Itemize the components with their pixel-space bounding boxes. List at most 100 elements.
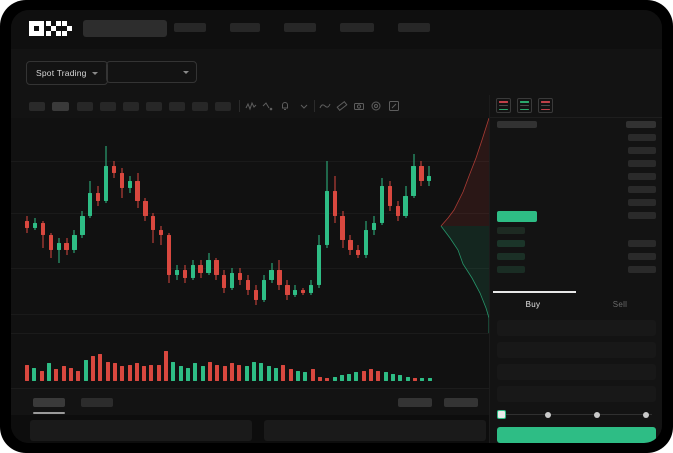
- orderbook-ask-row[interactable]: [490, 131, 662, 144]
- interval-button-5[interactable]: [123, 102, 139, 111]
- toolbar-divider: [314, 100, 315, 112]
- nav-item-2[interactable]: [230, 23, 260, 32]
- nav-item-1[interactable]: [174, 23, 206, 32]
- chevron-down-icon[interactable]: [298, 100, 310, 112]
- interval-button-4[interactable]: [100, 102, 116, 111]
- orderbook-ask-row[interactable]: [490, 196, 662, 209]
- orderbook-bid-row[interactable]: [490, 224, 662, 237]
- volume-bar: [193, 363, 198, 381]
- orderbook-rows: [490, 118, 662, 276]
- volume-bar: [178, 366, 183, 381]
- amount-field[interactable]: [497, 364, 656, 380]
- interval-button-1[interactable]: [29, 102, 45, 111]
- settings-icon[interactable]: [370, 100, 382, 112]
- alert-icon[interactable]: [279, 100, 291, 112]
- panel-divider: [490, 117, 662, 118]
- bottom-panel-2[interactable]: [264, 420, 486, 441]
- candle: [119, 118, 124, 333]
- ask-size: [628, 173, 656, 180]
- volume-bar: [413, 378, 418, 381]
- candle: [340, 118, 345, 333]
- compare-icon[interactable]: [262, 100, 274, 112]
- tab-sell[interactable]: Sell: [577, 291, 662, 318]
- orderbook-bid-row[interactable]: [490, 250, 662, 263]
- orderbook-ask-row[interactable]: [490, 183, 662, 196]
- orderbook-bid-row[interactable]: [490, 263, 662, 276]
- candle: [32, 118, 38, 333]
- camera-icon[interactable]: [353, 100, 365, 112]
- order-type-field[interactable]: [497, 320, 656, 336]
- volume-bar: [361, 370, 366, 381]
- orderbook-bids-icon[interactable]: [517, 98, 532, 113]
- bid-price: [497, 266, 525, 273]
- orders-tab-1[interactable]: [33, 398, 65, 407]
- candle: [403, 118, 408, 333]
- slider-stop-25[interactable]: [545, 411, 551, 418]
- chevron-down-icon: [183, 70, 189, 74]
- active-tab-indicator: [493, 291, 576, 293]
- fullscreen-icon[interactable]: [388, 100, 400, 112]
- interval-button-3[interactable]: [77, 102, 93, 111]
- trade-side-tabs: Buy Sell: [490, 291, 662, 318]
- orderbook-bid-row[interactable]: [490, 237, 662, 250]
- candle: [222, 118, 227, 333]
- volume-bar: [398, 375, 403, 381]
- line-chart-icon[interactable]: [319, 100, 331, 112]
- total-field[interactable]: [497, 386, 656, 402]
- ask-price: [497, 199, 525, 206]
- slider-handle[interactable]: [497, 410, 506, 419]
- volume-bar: [317, 376, 322, 381]
- slider-stop-75[interactable]: [643, 411, 649, 418]
- slider-stop-50[interactable]: [594, 411, 600, 418]
- chart-toolbar: [11, 95, 489, 119]
- bottom-panel-1[interactable]: [30, 420, 252, 441]
- ask-size: [628, 199, 656, 206]
- volume-bar: [222, 366, 227, 381]
- active-tab-indicator: [33, 412, 65, 414]
- pair-selector[interactable]: [106, 61, 197, 83]
- candle: [269, 118, 274, 333]
- tab-buy[interactable]: Buy: [490, 291, 576, 318]
- orders-tab-2[interactable]: [81, 398, 113, 407]
- candle: [190, 118, 195, 333]
- nav-item-3[interactable]: [284, 23, 316, 32]
- volume-bar: [76, 370, 81, 381]
- price-field[interactable]: [497, 342, 656, 358]
- volume-bar: [391, 373, 396, 381]
- orderbook-ask-row[interactable]: [490, 144, 662, 157]
- okx-logo[interactable]: [29, 21, 72, 36]
- interval-button-9[interactable]: [215, 102, 231, 111]
- top-header-bar: [11, 10, 662, 50]
- amount-slider[interactable]: [497, 410, 656, 419]
- chevron-down-icon: [91, 71, 98, 75]
- candle: [245, 118, 251, 333]
- nav-item-5[interactable]: [398, 23, 430, 32]
- interval-button-7[interactable]: [169, 102, 185, 111]
- orderbook-asks-icon[interactable]: [538, 98, 553, 113]
- orderbook-mode-buttons: [496, 98, 553, 113]
- orderbook-ask-row[interactable]: [490, 157, 662, 170]
- interval-button-6[interactable]: [146, 102, 162, 111]
- market-type-selector[interactable]: Spot Trading: [26, 61, 108, 85]
- candle: [143, 118, 148, 333]
- orderbook-both-icon[interactable]: [496, 98, 511, 113]
- nav-item-4[interactable]: [340, 23, 374, 32]
- volume-bar: [369, 369, 374, 381]
- volume-bar: [98, 354, 103, 381]
- orders-tab-action-1[interactable]: [398, 398, 432, 407]
- orders-tab-action-2[interactable]: [444, 398, 478, 407]
- candle: [332, 118, 337, 333]
- volume-bar: [164, 351, 169, 381]
- interval-button-2[interactable]: [52, 102, 69, 111]
- price-chart[interactable]: [11, 118, 489, 333]
- ask-price: [497, 186, 525, 193]
- volume-bar: [156, 364, 161, 381]
- buy-submit-button[interactable]: [497, 427, 656, 443]
- orderbook-ask-row[interactable]: [490, 170, 662, 183]
- indicator-icon[interactable]: [245, 100, 257, 112]
- interval-button-8[interactable]: [192, 102, 208, 111]
- volume-bar: [303, 372, 308, 381]
- chart-gridline: [11, 213, 489, 214]
- ruler-icon[interactable]: [336, 100, 348, 112]
- search-input[interactable]: [83, 20, 167, 37]
